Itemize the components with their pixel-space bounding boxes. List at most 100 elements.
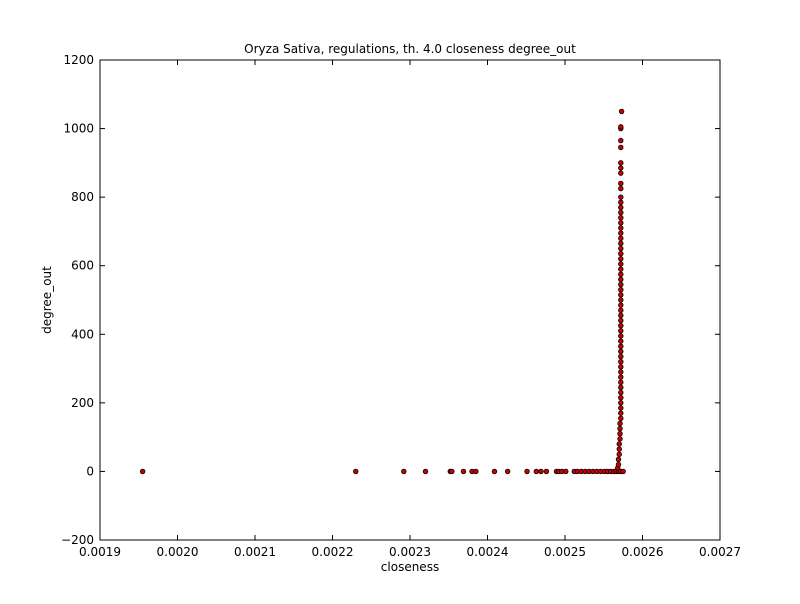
y-tick-label: 400 [71, 327, 94, 341]
data-point [618, 359, 624, 365]
data-point [620, 468, 626, 475]
data-point [616, 441, 622, 447]
data-point [563, 468, 569, 475]
data-point [618, 333, 624, 339]
data-point [618, 230, 624, 236]
data-point [618, 369, 624, 375]
data-point [618, 415, 624, 421]
y-tick-label: 600 [71, 259, 94, 273]
data-point [504, 468, 511, 475]
data-point [618, 108, 625, 115]
data-point [618, 287, 624, 293]
data-point [618, 312, 624, 319]
data-point [617, 431, 623, 437]
data-point [615, 461, 622, 468]
y-tick-label: 1000 [63, 122, 94, 136]
data-point [618, 271, 624, 277]
data-point [618, 281, 624, 288]
data-point [618, 384, 624, 391]
x-tick-label: 0.0019 [79, 545, 121, 559]
x-tick-label: 0.0027 [699, 545, 741, 559]
x-axis-label: closeness [381, 560, 439, 574]
data-point [618, 395, 624, 401]
data-point [618, 170, 624, 176]
data-point [524, 468, 530, 475]
y-tick-label: 200 [71, 396, 94, 410]
data-point [616, 451, 622, 457]
data-point [618, 410, 624, 416]
data-point [616, 446, 622, 452]
data-point [460, 468, 467, 475]
data-point [401, 468, 407, 475]
y-tick-label: 800 [71, 190, 94, 204]
data-point [618, 144, 624, 151]
data-point [618, 261, 624, 267]
axis-ticks: 0.0019 0.0020 0.0021 0.0022 0.0023 0.0024 0.00… [61, 53, 741, 559]
data-point [618, 220, 624, 226]
data-point [533, 468, 540, 475]
data-point [139, 468, 146, 475]
data-point [473, 468, 479, 475]
data-point [618, 165, 624, 171]
data-point [618, 338, 624, 344]
data-point [618, 245, 624, 252]
data-point [618, 225, 624, 231]
data-point [618, 307, 624, 313]
x-tick-label: 0.0024 [467, 545, 509, 559]
data-point [618, 199, 624, 205]
data-point [353, 468, 359, 475]
data-point [422, 468, 429, 475]
data-point [618, 160, 624, 166]
data-points [139, 108, 626, 475]
data-point [491, 468, 498, 475]
x-tick-label: 0.0021 [234, 545, 276, 559]
data-point [618, 374, 624, 380]
data-point [618, 256, 624, 262]
data-point [617, 420, 623, 427]
x-tick-label: 0.0025 [544, 545, 586, 559]
data-point [617, 425, 623, 432]
data-point [618, 276, 624, 283]
y-axis-label: degree_out [40, 266, 54, 334]
data-point [618, 364, 624, 370]
data-point [618, 251, 624, 257]
data-point [538, 468, 544, 475]
x-tick-label: 0.0020 [157, 545, 199, 559]
data-point [618, 137, 624, 144]
x-tick-label: 0.0022 [312, 545, 354, 559]
data-point [618, 389, 624, 396]
data-point [618, 297, 624, 303]
data-point [618, 400, 624, 406]
x-tick-label: 0.0026 [622, 545, 664, 559]
data-point [618, 209, 624, 216]
data-point [618, 266, 624, 272]
data-point [615, 456, 622, 463]
chart-title: Oryza Sativa, regulations, th. 4.0 close… [244, 42, 576, 56]
data-point [618, 405, 624, 411]
data-point [618, 185, 624, 192]
y-tick-label: −200 [61, 533, 94, 547]
data-point [618, 302, 624, 308]
data-point [618, 292, 624, 298]
plot-area-frame [99, 59, 721, 541]
y-tick-label: 0 [86, 464, 94, 478]
data-point [618, 194, 624, 200]
data-point [618, 240, 624, 247]
data-point [618, 317, 624, 324]
data-point [618, 124, 624, 130]
data-point [618, 180, 624, 187]
data-point [618, 235, 624, 241]
data-point [618, 328, 624, 334]
data-point [618, 323, 624, 329]
y-tick-label: 1200 [63, 53, 94, 67]
data-point [618, 343, 624, 349]
data-point [618, 379, 624, 385]
data-point [618, 353, 624, 360]
data-point [618, 204, 624, 211]
data-point [449, 468, 455, 475]
data-point [543, 468, 550, 475]
x-tick-label: 0.0023 [389, 545, 431, 559]
